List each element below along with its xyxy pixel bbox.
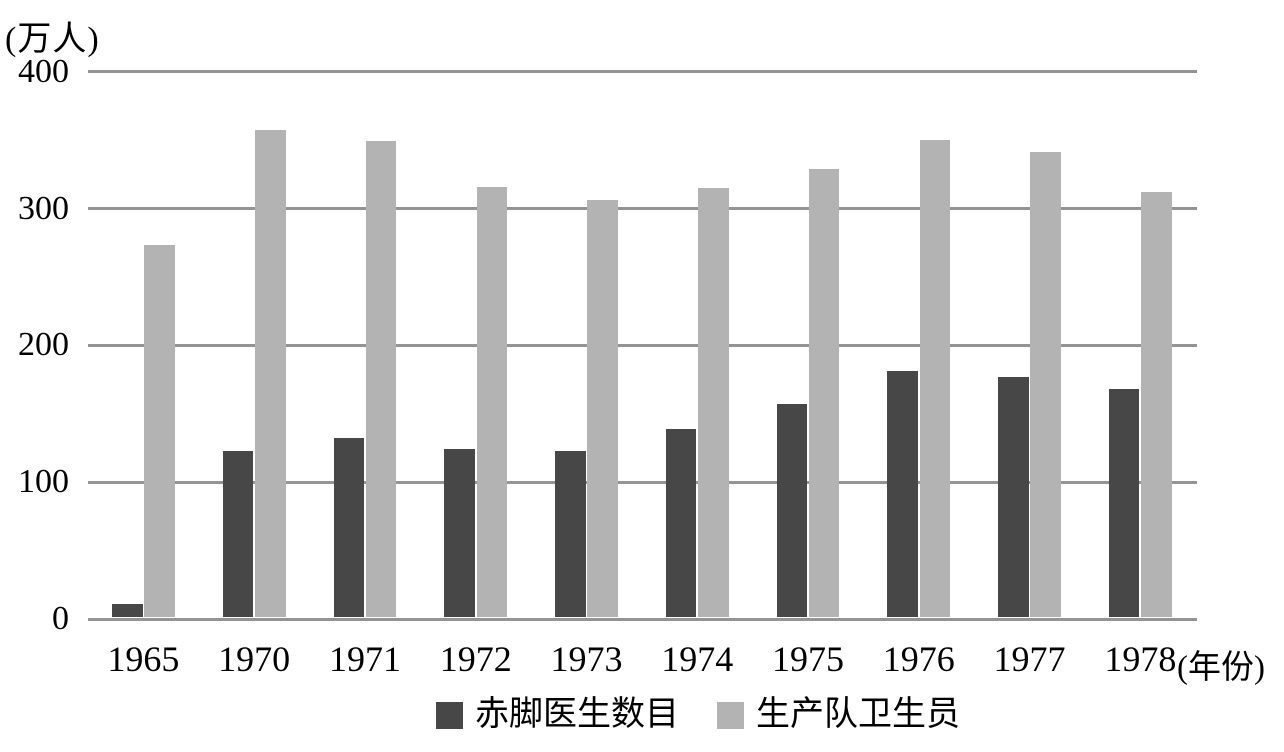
bar-production-team-health-workers-1976 [919, 140, 951, 618]
bar-barefoot-doctors-1974 [665, 428, 697, 618]
legend-swatch-light-icon [717, 701, 744, 729]
bar-barefoot-doctors-1978 [1108, 389, 1140, 618]
bar-production-team-health-workers-1977 [1030, 152, 1061, 618]
gridline-100 [88, 480, 1197, 484]
bar-production-team-health-workers-1971 [365, 141, 397, 618]
gridline-300 [88, 207, 1197, 211]
x-tick-label-1976: 1976 [882, 639, 955, 679]
legend: 赤脚医生数目 生产队卫生员 [0, 695, 1284, 735]
x-tick-label-1972: 1972 [439, 639, 512, 679]
legend-item-production-team-health-workers: 生产队卫生员 [717, 695, 960, 735]
x-tick-label-1975: 1975 [772, 639, 845, 679]
legend-label-production-team-health-workers: 生产队卫生员 [756, 696, 960, 733]
bar-barefoot-doctors-1977 [998, 376, 1029, 618]
x-tick-label-1973: 1973 [550, 639, 623, 679]
bar-barefoot-doctors-1965 [112, 603, 143, 618]
y-tick-label-0: 0 [52, 600, 69, 637]
y-tick-label-200: 200 [18, 326, 69, 364]
bar-production-team-health-workers-1973 [587, 200, 618, 618]
bar-barefoot-doctors-1976 [887, 371, 918, 618]
x-tick-label-1974: 1974 [661, 639, 734, 679]
bar-production-team-health-workers-1972 [476, 186, 508, 618]
y-tick-label-400: 400 [18, 52, 69, 90]
legend-label-barefoot-doctors: 赤脚医生数目 [475, 696, 679, 733]
bar-barefoot-doctors-1972 [444, 449, 475, 618]
x-tick-label-1965: 1965 [107, 639, 180, 679]
bar-production-team-health-workers-1974 [698, 187, 729, 618]
x-tick-label-1971: 1971 [328, 639, 401, 679]
bar-production-team-health-workers-1975 [808, 168, 840, 618]
x-tick-label-1978: 1978 [1104, 639, 1177, 679]
bar-barefoot-doctors-1975 [776, 404, 808, 618]
bar-production-team-health-workers-1970 [255, 130, 286, 618]
gridline-200 [88, 343, 1197, 347]
legend-swatch-dark-icon [436, 701, 463, 729]
bar-barefoot-doctors-1970 [222, 450, 254, 618]
bar-production-team-health-workers-1978 [1141, 192, 1172, 618]
y-tick-label-100: 100 [18, 463, 69, 501]
x-axis-unit-label: (年份) [1177, 650, 1265, 686]
gridline-0 [88, 617, 1197, 621]
legend-item-barefoot-doctors: 赤脚医生数目 [436, 695, 679, 735]
gridline-400 [88, 70, 1197, 74]
x-tick-label-1970: 1970 [218, 639, 291, 679]
bar-barefoot-doctors-1973 [555, 450, 586, 618]
bar-production-team-health-workers-1965 [144, 245, 175, 618]
bar-barefoot-doctors-1971 [333, 438, 365, 618]
y-tick-label-300: 300 [18, 189, 69, 227]
y-axis-unit-label: (万人) [5, 21, 100, 58]
x-tick-label-1977: 1977 [993, 639, 1066, 679]
